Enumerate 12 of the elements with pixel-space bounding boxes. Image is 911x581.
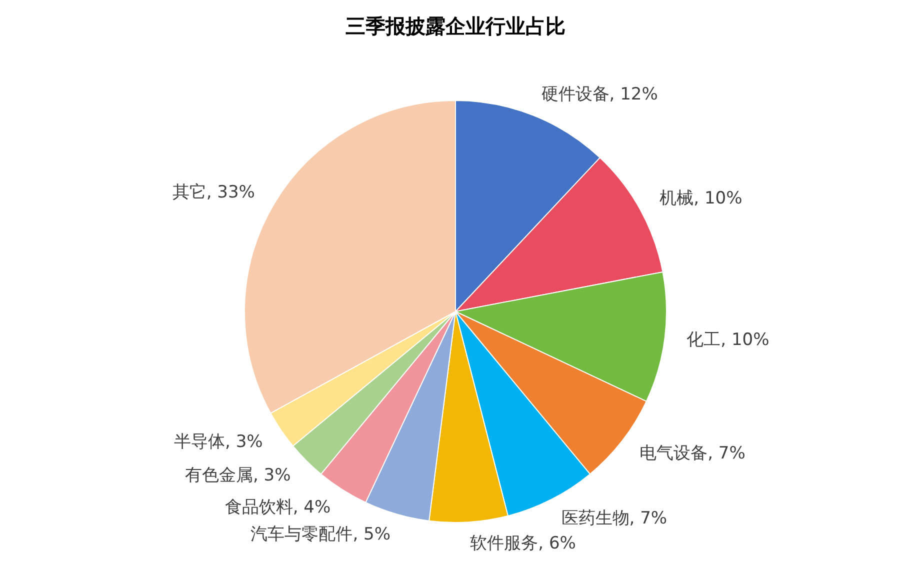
slice-label: 半导体, 3% <box>174 432 263 452</box>
slice-label: 电气设备, 7% <box>640 444 746 464</box>
chart-title: 三季报披露企业行业占比 <box>346 14 566 38</box>
slice-label: 化工, 10% <box>686 330 770 350</box>
slice-label: 医药生物, 7% <box>561 508 668 529</box>
slice-label: 软件服务, 6% <box>470 533 576 554</box>
slice-label: 食品饮料, 4% <box>224 498 331 518</box>
slice-label: 汽车与零配件, 5% <box>250 524 390 545</box>
slice-label: 机械, 10% <box>660 188 742 209</box>
slice-label: 有色金属, 3% <box>184 466 291 486</box>
slice-label: 硬件设备, 12% <box>541 84 658 104</box>
slice-label: 其它, 33% <box>172 182 255 202</box>
